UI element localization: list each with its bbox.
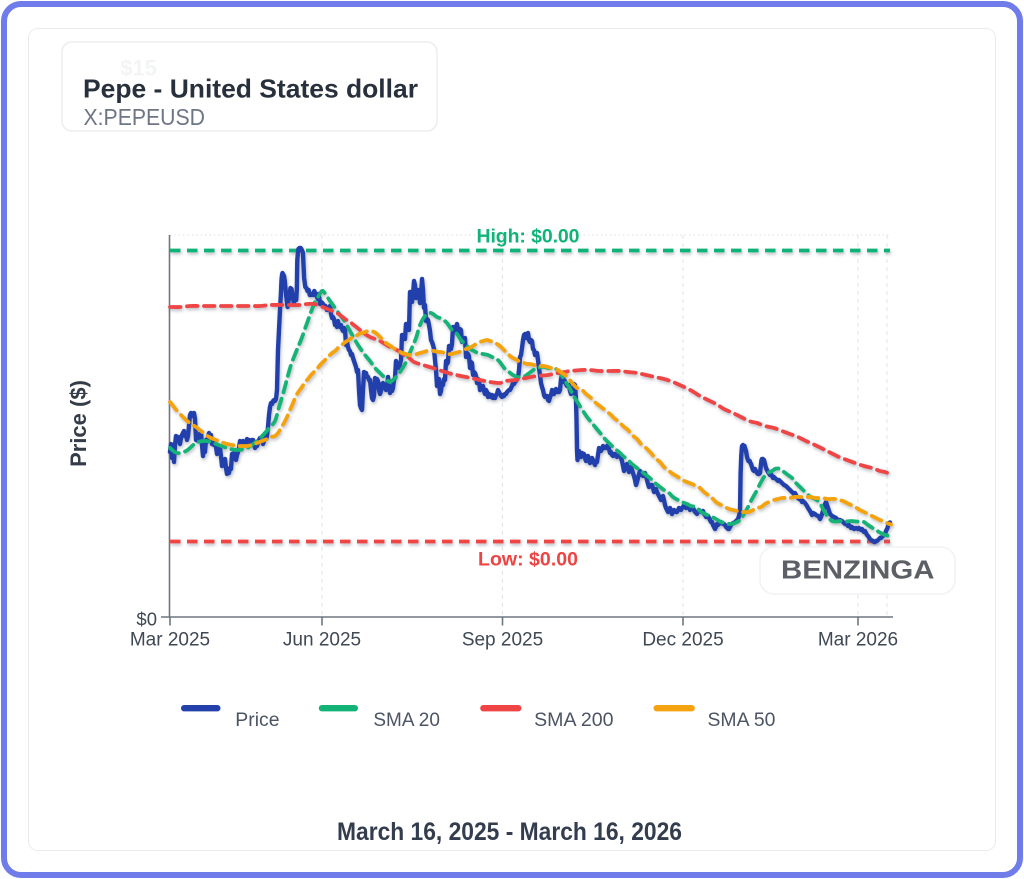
svg-text:Price: Price xyxy=(235,709,279,731)
svg-text:High: $0.00: High: $0.00 xyxy=(477,226,580,248)
svg-text:SMA 50: SMA 50 xyxy=(708,709,776,731)
svg-text:March 16, 2025 - March 16, 202: March 16, 2025 - March 16, 2026 xyxy=(337,818,682,846)
svg-text:Mar 2026: Mar 2026 xyxy=(818,630,898,651)
svg-text:$15: $15 xyxy=(120,56,157,81)
svg-text:SMA 20: SMA 20 xyxy=(373,709,440,731)
svg-text:BENZINGA: BENZINGA xyxy=(781,555,935,585)
svg-text:Pepe - United States dollar: Pepe - United States dollar xyxy=(83,74,418,104)
svg-text:Dec 2025: Dec 2025 xyxy=(642,630,723,651)
svg-text:X:PEPEUSD: X:PEPEUSD xyxy=(84,104,206,130)
svg-text:Jun 2025: Jun 2025 xyxy=(283,630,361,651)
svg-text:Price ($): Price ($) xyxy=(66,380,91,467)
svg-text:Mar 2025: Mar 2025 xyxy=(130,630,210,651)
svg-text:SMA 200: SMA 200 xyxy=(534,709,614,731)
svg-text:Low: $0.00: Low: $0.00 xyxy=(478,549,578,571)
svg-text:$0: $0 xyxy=(136,609,157,630)
svg-text:Sep 2025: Sep 2025 xyxy=(462,630,543,651)
